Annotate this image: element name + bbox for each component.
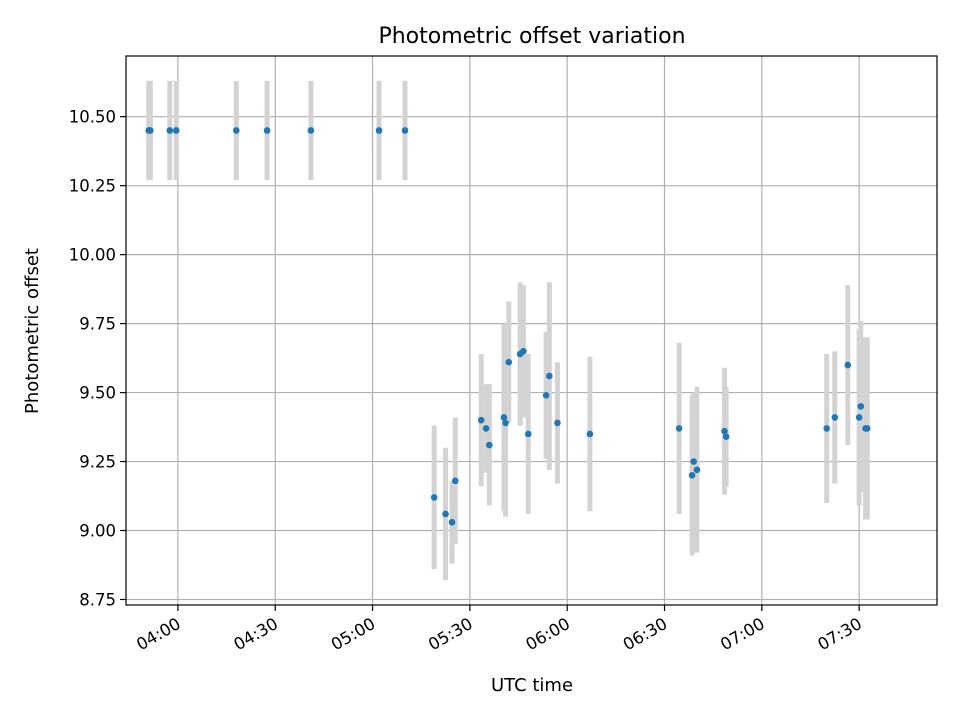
- data-point: [505, 358, 513, 366]
- data-point: [147, 127, 154, 134]
- y-tick-label: 9.25: [79, 453, 116, 472]
- data-point: [401, 127, 409, 134]
- y-tick-label: 10.25: [69, 177, 116, 196]
- y-tick-label: 9.75: [79, 315, 116, 334]
- data-point: [675, 425, 683, 432]
- data-point: [844, 361, 852, 369]
- data-point: [520, 347, 527, 355]
- data-point: [690, 458, 697, 465]
- data-point: [263, 127, 271, 134]
- x-axis-label: UTC time: [491, 675, 573, 696]
- y-axis-label: Photometric offset: [22, 248, 43, 414]
- y-tick-label: 9.50: [79, 384, 116, 403]
- data-point: [857, 403, 865, 410]
- data-point: [307, 127, 315, 134]
- y-tick-label: 10.50: [69, 108, 116, 127]
- chart-title: Photometric offset variation: [378, 24, 685, 49]
- data-point: [524, 430, 532, 438]
- data-point: [448, 518, 456, 526]
- data-point: [586, 430, 594, 438]
- data-point: [823, 425, 831, 432]
- data-point: [451, 477, 459, 485]
- data-point: [375, 127, 383, 134]
- data-point: [502, 419, 509, 427]
- data-point: [554, 419, 561, 427]
- data-points: [145, 127, 871, 526]
- data-point: [546, 372, 553, 380]
- plot-frame: [125, 55, 938, 606]
- data-point: [482, 425, 490, 432]
- data-point: [693, 466, 701, 474]
- data-point: [172, 127, 180, 134]
- y-tick-label: 10.00: [69, 246, 116, 265]
- data-point: [442, 510, 449, 518]
- data-point: [477, 416, 485, 424]
- grid-lines: [126, 56, 937, 605]
- data-point: [486, 441, 493, 449]
- data-point: [831, 414, 839, 421]
- data-point: [430, 494, 438, 501]
- data-point: [721, 427, 728, 435]
- data-point: [166, 127, 174, 134]
- y-axis-ticks: 8.75 9.00 9.25 9.50 9.75 10.00 10.25 10.50: [69, 108, 126, 609]
- y-tick-label: 8.75: [79, 590, 116, 609]
- data-point: [855, 414, 863, 421]
- data-point: [863, 425, 871, 432]
- data-point: [232, 127, 240, 134]
- y-tick-label: 9.00: [79, 522, 116, 541]
- data-point: [542, 392, 550, 399]
- data-point: [688, 472, 696, 479]
- data-point: [500, 414, 508, 421]
- data-point: [722, 433, 730, 441]
